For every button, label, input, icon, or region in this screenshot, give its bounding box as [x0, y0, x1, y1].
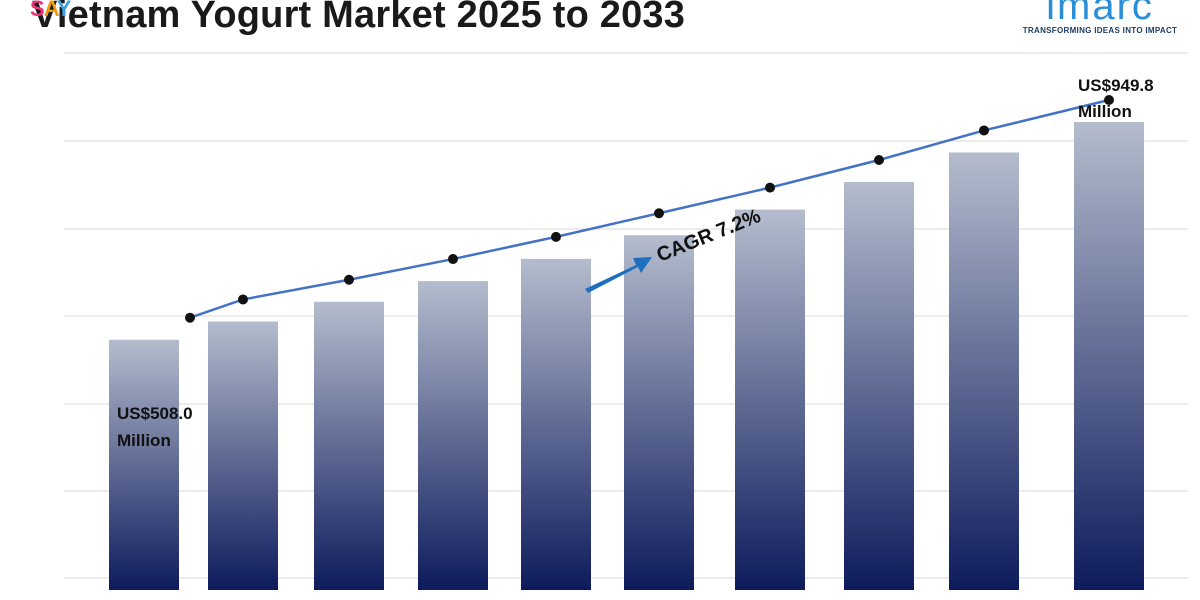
watermark-a: A [43, 0, 58, 21]
trend-line [189, 98, 1110, 319]
bar-2028 [418, 281, 488, 590]
trend-line-group [185, 95, 1114, 323]
trend-marker-2031 [765, 182, 775, 193]
trend-marker-2033 [979, 125, 989, 136]
bar-2030 [624, 235, 694, 590]
end-value-label: US$949.8 [1078, 76, 1154, 95]
brand-name: imarc [1046, 0, 1154, 28]
bar-2026 [208, 321, 278, 590]
bar-2032 [844, 182, 914, 590]
brand-logo: imarc TRANSFORMING IDEAS INTO IMPACT [1020, 0, 1180, 35]
trend-marker-2027 [344, 274, 354, 285]
trend-marker-2026 [238, 294, 248, 305]
trend-marker-2032 [874, 155, 884, 166]
chart-title: Vietnam Yogurt Market 2025 to 2033 [32, 0, 686, 36]
start-value-unit: Million [117, 431, 171, 450]
watermark-s: S [30, 0, 45, 21]
start-value-label: US$508.0 [117, 404, 193, 423]
trend-marker-2034 [1104, 95, 1114, 105]
bar-2034 [1074, 122, 1144, 590]
bars [109, 122, 1144, 590]
bar-2025 [109, 339, 179, 590]
watermark-logo: SAY [30, 0, 72, 22]
trend-marker-2025 [185, 312, 195, 323]
bar-2029 [521, 258, 591, 590]
trend-marker-2028 [448, 254, 458, 265]
bar-2027 [314, 301, 384, 590]
cagr-arrow [585, 257, 652, 293]
bar-2031 [735, 209, 805, 590]
end-value-unit: Million [1078, 102, 1132, 121]
brand-tagline: TRANSFORMING IDEAS INTO IMPACT [1022, 26, 1178, 35]
bar-2033 [949, 152, 1019, 590]
trend-marker-2029 [551, 231, 561, 242]
arrow-icon [585, 257, 652, 293]
watermark-y: Y [56, 0, 72, 21]
trend-marker-2030 [654, 208, 664, 219]
